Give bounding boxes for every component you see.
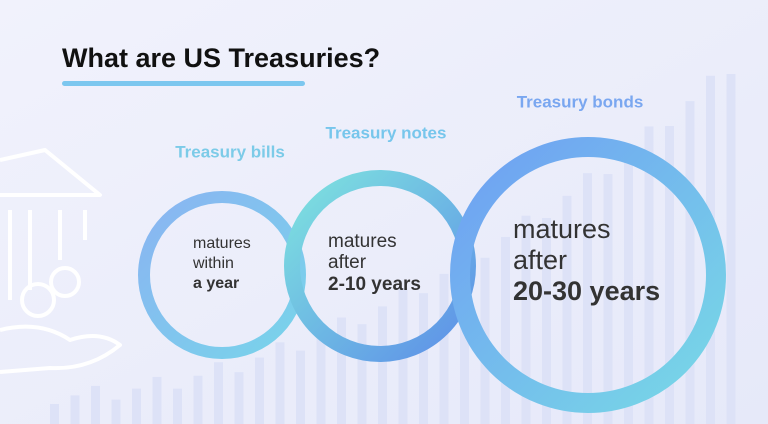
background-bar (91, 385, 100, 424)
background-bar (542, 217, 551, 424)
circle-bonds (450, 137, 726, 413)
background-bar (726, 74, 736, 424)
description: after (513, 245, 567, 275)
background-bar (152, 376, 162, 424)
description: within (192, 255, 234, 272)
label: Treasury bonds (517, 92, 644, 111)
label: Treasury bills (175, 142, 285, 161)
background-bar (193, 375, 203, 424)
background-bar (337, 317, 346, 424)
background-bar (521, 215, 531, 424)
background-bar (357, 324, 367, 424)
background-bar (50, 404, 59, 424)
background-bar (111, 399, 121, 424)
title-underline (62, 81, 305, 86)
background-bar (419, 293, 428, 424)
background-bar (275, 342, 285, 424)
background-bar (685, 101, 695, 424)
background-bar (603, 174, 613, 424)
label: Treasury notes (326, 123, 447, 142)
description: after (328, 252, 367, 273)
background-bar (460, 254, 469, 424)
background-bar (644, 126, 654, 424)
background-bar (173, 388, 182, 424)
description: matures (193, 235, 251, 252)
title: What are US Treasuries? (62, 43, 380, 73)
description-bold: a year (193, 275, 239, 292)
background-bar (316, 334, 326, 424)
background-bar (562, 195, 572, 424)
background-bar (439, 273, 449, 424)
background-bar (132, 388, 141, 424)
description-bold: 20-30 years (513, 276, 660, 306)
background-bar (378, 306, 387, 424)
background-bar (501, 236, 510, 424)
bank-icon (0, 148, 122, 374)
description: matures (513, 214, 611, 244)
background-bar (583, 173, 592, 424)
description-bold: 2-10 years (328, 274, 421, 295)
background-bar (624, 150, 633, 424)
background-bar (665, 126, 674, 424)
background-bar (296, 350, 305, 424)
background-bar (234, 372, 244, 424)
background-bar (214, 362, 223, 424)
description: matures (328, 231, 397, 252)
background-bar (255, 357, 264, 424)
background-bar (70, 395, 80, 424)
